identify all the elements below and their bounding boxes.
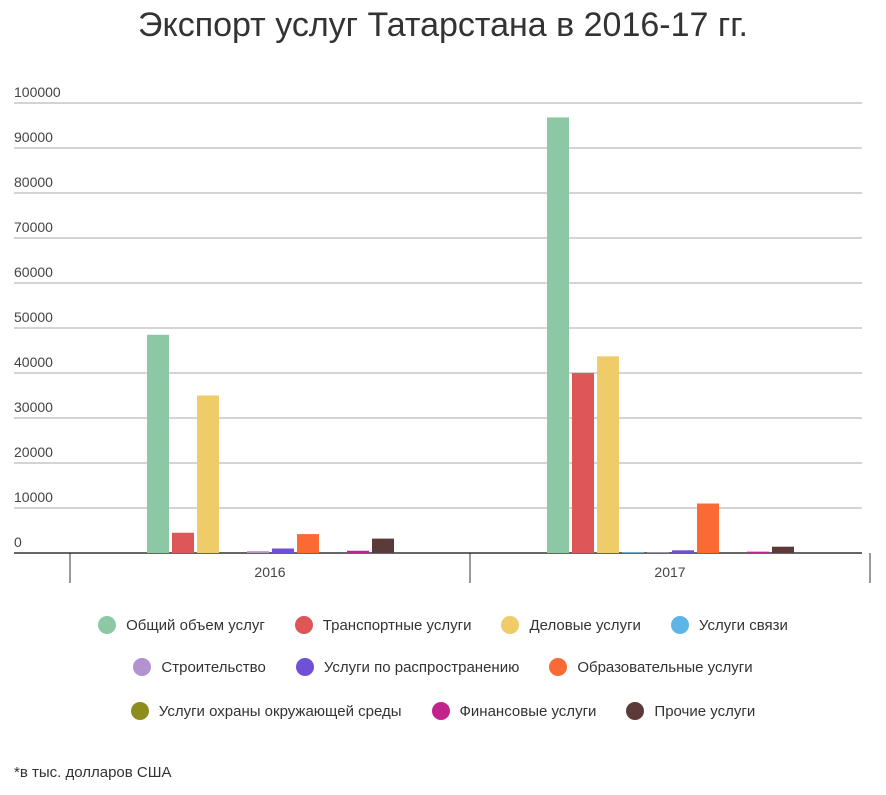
legend-item: Деловые услуги — [501, 616, 641, 634]
legend-label: Общий объем услуг — [126, 616, 265, 634]
bar — [622, 552, 644, 553]
bar — [697, 503, 719, 553]
bar — [172, 532, 194, 553]
legend-item: Услуги охраны окружающей среды — [130, 702, 402, 720]
bar — [297, 534, 319, 553]
footnote: *в тыс. долларов США — [14, 764, 172, 781]
legend-item: Услуги связи — [670, 616, 788, 634]
chart-title: Экспорт услуг Татарстана в 2016-17 гг. — [138, 6, 748, 44]
legend-label: Услуги охраны окружающей среды — [158, 702, 402, 720]
x-axis: 2016 2017 — [69, 553, 871, 583]
bar — [772, 546, 794, 553]
y-tick-label: 30000 — [14, 399, 53, 415]
legend-swatch — [626, 702, 645, 720]
legend-swatch — [501, 616, 520, 634]
legend-item: Образовательные услуги — [549, 658, 753, 676]
legend-item: Услуги по распространению — [295, 658, 520, 676]
y-tick-label: 100000 — [14, 84, 61, 100]
legend-label: Строительство — [161, 658, 266, 676]
grid-lines: 0 10000 20000 30000 40000 50000 60000 70000 8000… — [14, 84, 862, 554]
legend-label: Услуги связи — [698, 616, 788, 634]
y-tick-label: 10000 — [14, 489, 53, 505]
legend-swatch — [670, 616, 689, 634]
bar — [347, 550, 369, 553]
legend-label: Прочие услуги — [654, 702, 756, 720]
legend-swatch — [133, 658, 152, 676]
legend-item: Финансовые услуги — [431, 702, 597, 720]
y-tick-label: 0 — [14, 534, 22, 550]
legend-swatch — [98, 616, 117, 634]
y-tick-label: 50000 — [14, 309, 53, 325]
legend-item: Транспортные услуги — [294, 616, 472, 634]
bar — [672, 550, 694, 553]
bar-chart: 0 10000 20000 30000 40000 50000 60000 70000 8000… — [14, 84, 871, 583]
legend-swatch — [130, 702, 149, 720]
legend-row: Услуги охраны окружающей среды Финансовые… — [0, 702, 886, 720]
y-tick-label: 90000 — [14, 129, 53, 145]
legend-swatch — [431, 702, 450, 720]
bar — [547, 117, 569, 554]
legend-label: Образовательные услуги — [577, 658, 753, 676]
legend-item: Общий объем услуг — [98, 616, 265, 634]
legend-label: Финансовые услуги — [459, 702, 597, 720]
legend-swatch — [294, 616, 313, 634]
bar — [572, 373, 594, 553]
y-tick-label: 20000 — [14, 444, 53, 460]
y-tick-label: 80000 — [14, 174, 53, 190]
x-tick-label: 2017 — [654, 564, 685, 580]
bar — [272, 548, 294, 553]
legend-swatch — [295, 658, 314, 676]
bar — [197, 395, 219, 553]
y-tick-label: 60000 — [14, 264, 53, 280]
legend-row: Общий объем услуг Транспортные услуги Дело… — [0, 616, 886, 634]
bar — [247, 551, 269, 553]
bar — [747, 551, 769, 553]
bars — [147, 117, 794, 554]
x-tick-label: 2016 — [254, 564, 285, 580]
legend-label: Услуги по распространению — [323, 658, 520, 676]
legend-label: Транспортные услуги — [322, 616, 472, 634]
y-tick-label: 70000 — [14, 219, 53, 235]
bar — [147, 334, 169, 553]
legend-row: Строительство Услуги по распространению Об… — [0, 658, 886, 676]
bar — [597, 356, 619, 553]
legend-item: Прочие услуги — [626, 702, 755, 720]
legend-swatch — [549, 658, 568, 676]
legend-label: Деловые услуги — [529, 616, 641, 634]
legend-item: Строительство — [133, 658, 266, 676]
y-tick-label: 40000 — [14, 354, 53, 370]
bar — [372, 538, 394, 553]
